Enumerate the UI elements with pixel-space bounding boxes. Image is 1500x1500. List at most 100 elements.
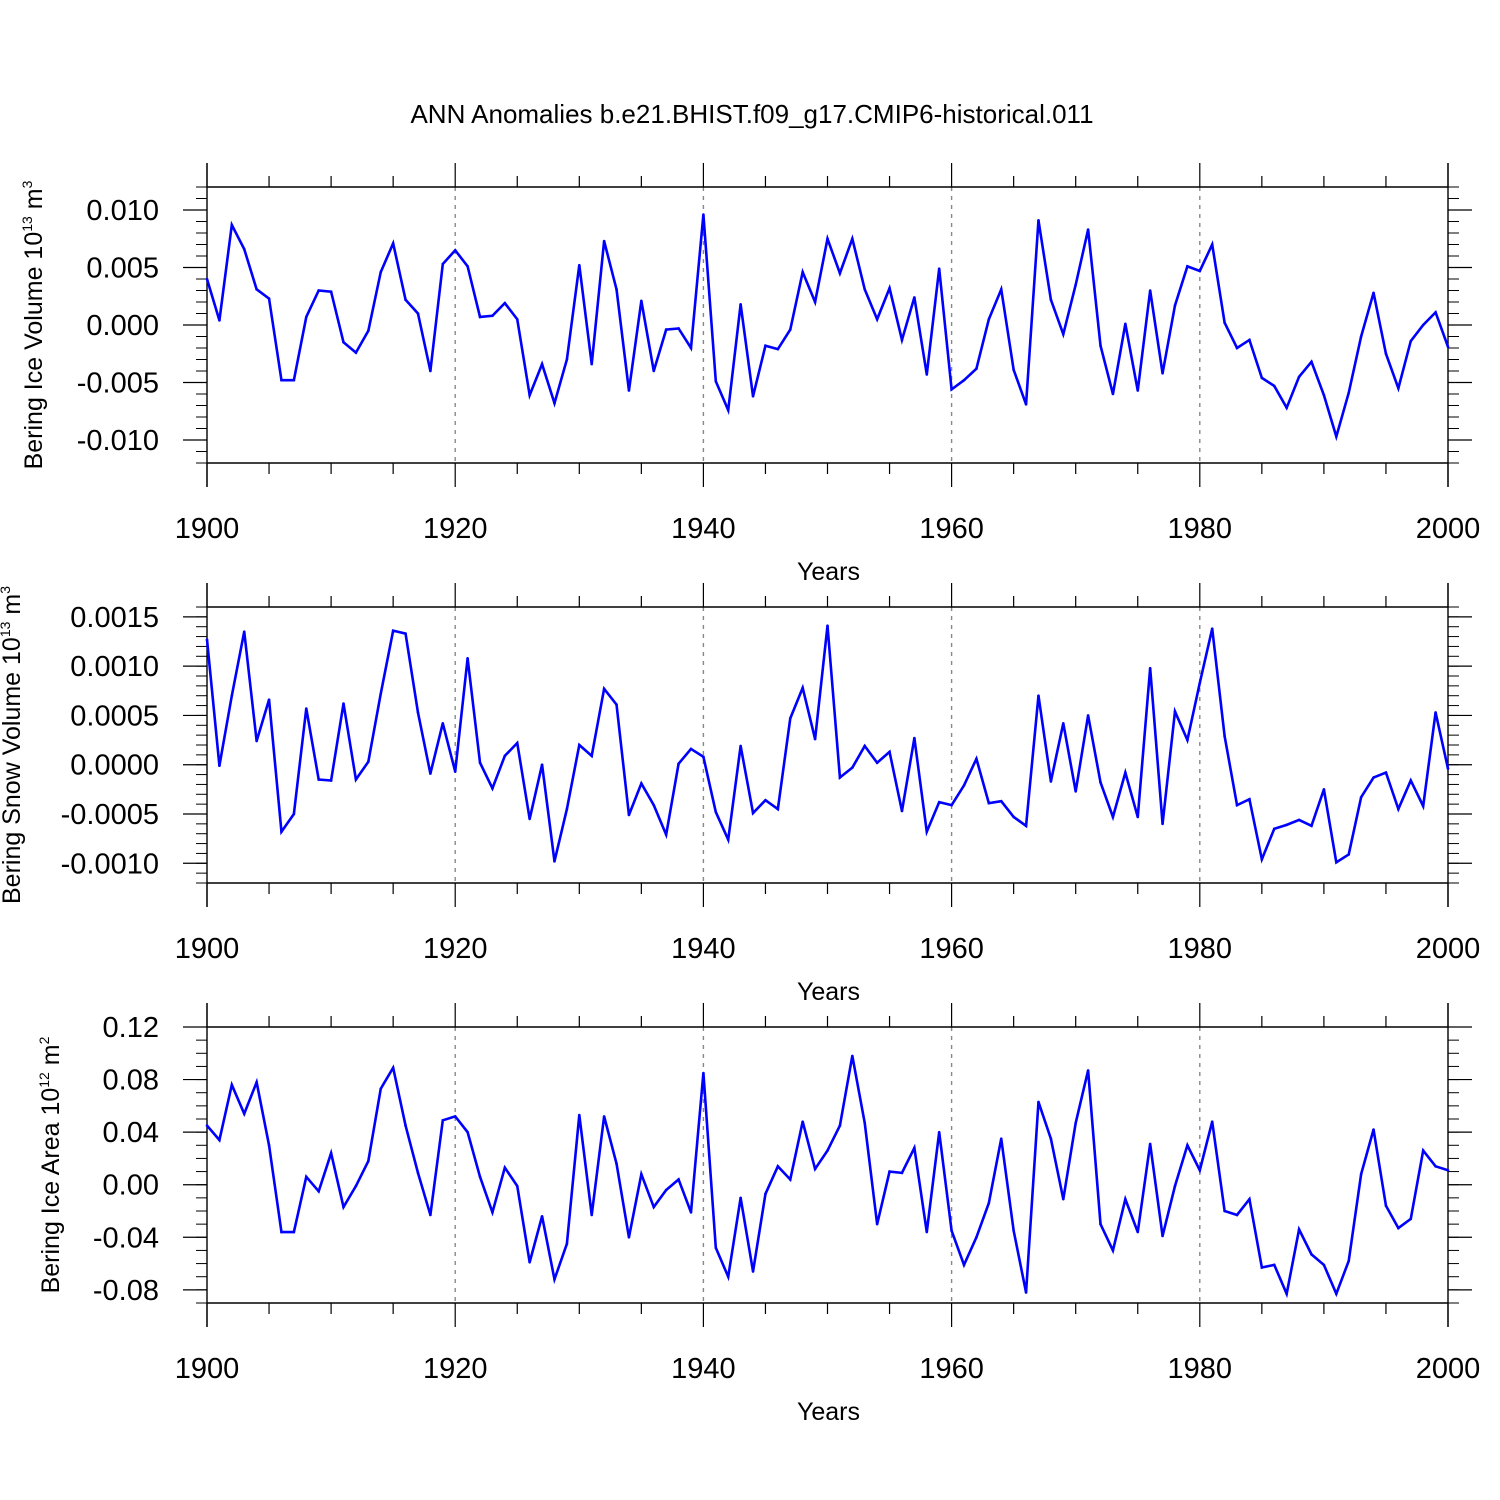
data-point bbox=[491, 787, 494, 790]
data-point bbox=[1272, 384, 1276, 388]
series-points-2 bbox=[205, 624, 1450, 864]
y-axis-label-exponent: 13 bbox=[0, 621, 13, 637]
data-point bbox=[1049, 1137, 1053, 1141]
data-point bbox=[1099, 344, 1102, 348]
data-point bbox=[652, 369, 656, 373]
y-tick-label: 0.000 bbox=[86, 310, 159, 342]
data-point bbox=[1248, 797, 1251, 801]
series-points-1 bbox=[205, 213, 1450, 438]
data-point bbox=[478, 315, 482, 319]
data-point bbox=[1186, 1143, 1189, 1147]
data-point bbox=[553, 1278, 556, 1281]
data-point bbox=[776, 347, 780, 351]
data-point bbox=[1310, 1253, 1313, 1256]
y-tick-label: -0.010 bbox=[77, 425, 159, 457]
data-point bbox=[255, 288, 258, 291]
data-point bbox=[838, 1124, 842, 1127]
data-point bbox=[602, 239, 606, 243]
x-tick-label: 1980 bbox=[1168, 513, 1233, 545]
data-point bbox=[242, 247, 246, 251]
data-point bbox=[491, 314, 494, 318]
x-tick-label: 2000 bbox=[1416, 1353, 1481, 1385]
y-axis-label: Bering Snow Volume 1013 m3 bbox=[0, 586, 26, 904]
data-point bbox=[404, 632, 407, 635]
data-point bbox=[367, 760, 370, 764]
panels: -0.010 -0.005 0.000 0.005 0.010 1900 1920 1940 1… bbox=[0, 163, 1480, 1426]
data-point bbox=[627, 1235, 631, 1239]
data-point bbox=[1111, 815, 1115, 819]
data-point bbox=[863, 1121, 867, 1125]
data-point bbox=[466, 1130, 469, 1134]
data-point bbox=[242, 630, 246, 633]
data-point bbox=[1384, 771, 1388, 774]
data-point bbox=[826, 1149, 829, 1152]
data-point bbox=[1161, 822, 1164, 826]
data-point bbox=[317, 1189, 320, 1193]
y-tick-label: 0.12 bbox=[103, 1012, 159, 1044]
data-point bbox=[652, 803, 656, 807]
data-point bbox=[379, 692, 383, 696]
data-point bbox=[218, 1138, 221, 1142]
data-point bbox=[788, 328, 792, 331]
data-point bbox=[913, 736, 916, 740]
data-point bbox=[218, 319, 221, 322]
data-point bbox=[726, 838, 730, 841]
data-point bbox=[987, 1201, 991, 1205]
data-point bbox=[764, 1192, 767, 1196]
data-point bbox=[1037, 694, 1040, 698]
data-point bbox=[391, 629, 395, 632]
data-point bbox=[429, 772, 432, 775]
data-point bbox=[540, 763, 544, 767]
data-point bbox=[429, 1213, 432, 1217]
data-point bbox=[875, 761, 879, 765]
data-point bbox=[627, 389, 631, 392]
data-point bbox=[1347, 1259, 1351, 1263]
data-point bbox=[1111, 1249, 1115, 1252]
data-point bbox=[900, 809, 904, 813]
data-point bbox=[354, 778, 358, 781]
data-point bbox=[900, 1171, 904, 1175]
x-tick-label: 1900 bbox=[175, 1353, 240, 1385]
data-point bbox=[1285, 823, 1288, 827]
data-point bbox=[1012, 1229, 1015, 1233]
series-points-3 bbox=[205, 1054, 1450, 1296]
y-axis-label-unit-exponent: 3 bbox=[0, 586, 13, 594]
data-point bbox=[1310, 360, 1313, 364]
data-point bbox=[664, 833, 668, 836]
data-point bbox=[1272, 827, 1276, 831]
y-tick-label: -0.04 bbox=[93, 1222, 159, 1254]
data-point bbox=[553, 401, 556, 405]
data-point bbox=[925, 1230, 929, 1234]
data-point bbox=[453, 248, 457, 252]
data-point bbox=[851, 1054, 854, 1058]
data-point bbox=[999, 288, 1003, 291]
data-point bbox=[1099, 1222, 1102, 1226]
data-point bbox=[1446, 345, 1450, 349]
data-point bbox=[304, 707, 308, 710]
data-point bbox=[702, 213, 705, 216]
data-point bbox=[354, 1184, 358, 1188]
y-tick-label: -0.0005 bbox=[61, 799, 159, 831]
data-point bbox=[391, 1066, 395, 1070]
data-point bbox=[714, 810, 718, 814]
x-tick-label: 1920 bbox=[423, 1353, 488, 1385]
data-point bbox=[528, 1260, 531, 1264]
data-point bbox=[714, 380, 718, 383]
y-tick-label: -0.005 bbox=[77, 368, 159, 400]
data-point bbox=[404, 1124, 407, 1127]
y-axis-label-unit: m bbox=[20, 188, 48, 216]
panel-2: -0.0010 -0.0005 0.0000 0.0005 0.0010 0.0015 19… bbox=[0, 583, 1480, 1006]
y-axis-label-text: Bering Snow Volume 10 bbox=[0, 637, 26, 904]
data-point bbox=[1074, 1121, 1077, 1125]
panel-3: -0.08 -0.04 0.00 0.04 0.08 0.12 1900 1920 1940 19… bbox=[36, 1003, 1480, 1426]
data-point bbox=[354, 351, 358, 354]
data-point bbox=[1248, 338, 1251, 342]
data-point bbox=[317, 289, 320, 292]
data-point bbox=[565, 358, 569, 361]
data-point bbox=[1260, 858, 1264, 861]
x-axis-label: Years bbox=[797, 1398, 860, 1426]
data-point bbox=[1347, 391, 1351, 395]
data-point bbox=[267, 1143, 271, 1147]
data-point bbox=[925, 373, 929, 376]
